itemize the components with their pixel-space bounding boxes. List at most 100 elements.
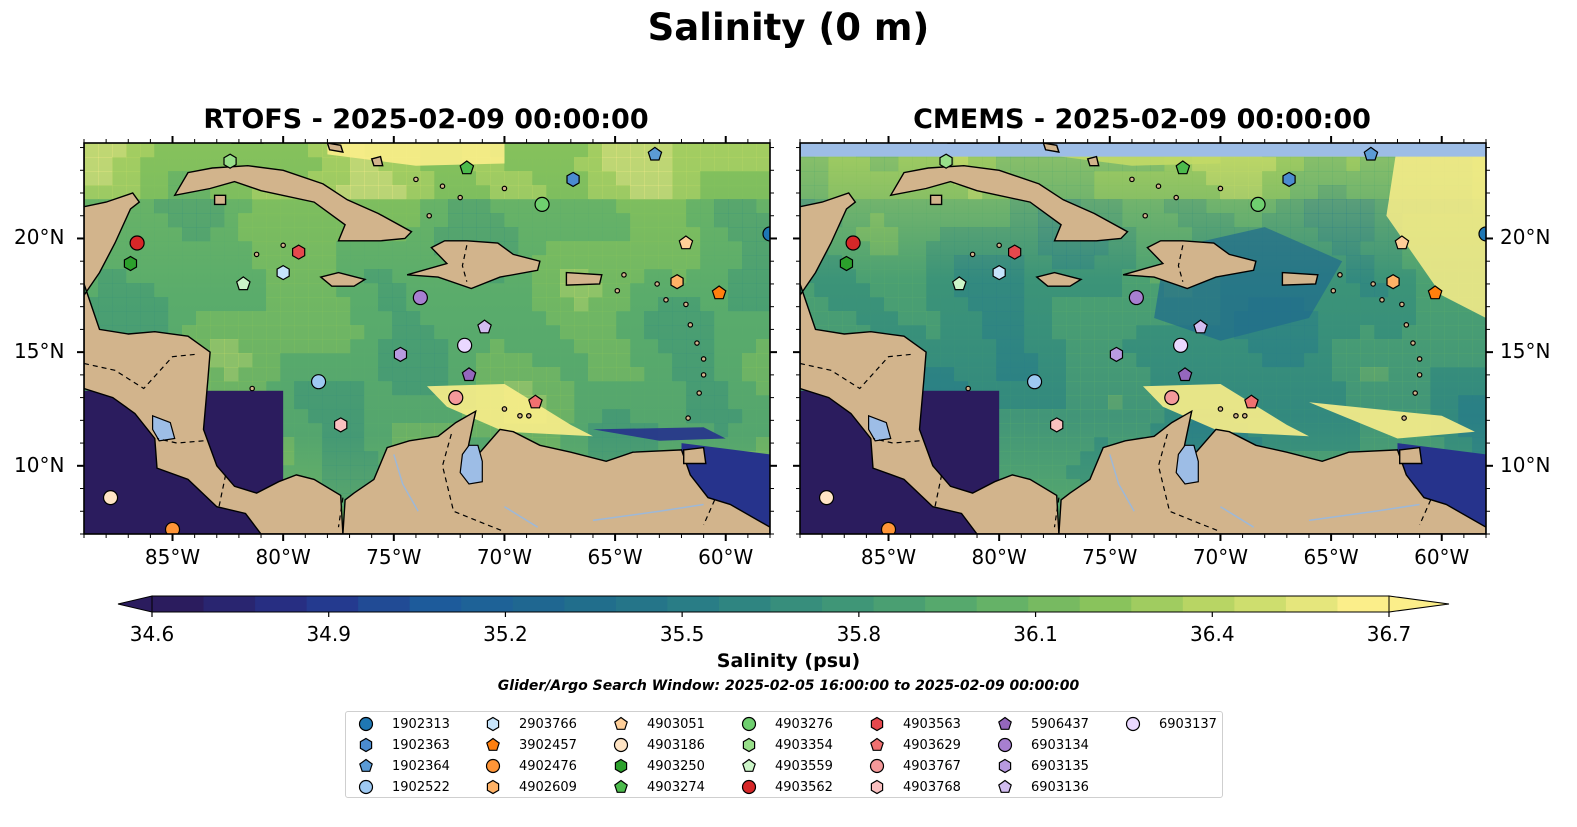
lon-label-right: 65°W	[1303, 545, 1359, 569]
landmass-southAmerica	[1058, 409, 1486, 534]
map-frame	[799, 142, 1487, 535]
legend-item: 4903051	[611, 714, 705, 734]
float-marker-4903563	[292, 244, 306, 260]
float-marker-3902457	[1427, 285, 1443, 300]
legend-item: 6903137	[1123, 714, 1217, 734]
island	[621, 272, 627, 278]
float-marker-6903136	[477, 319, 492, 334]
border	[156, 437, 204, 444]
float-marker-4903562	[129, 235, 145, 251]
legend-label: 1902522	[392, 779, 450, 795]
colorbar-segment	[873, 596, 926, 612]
float-marker-1902522	[310, 374, 327, 390]
float-markers	[818, 146, 1486, 534]
legend-marker-circle-icon	[358, 716, 374, 732]
legend-marker-circle-icon	[741, 716, 757, 732]
border	[337, 497, 344, 528]
island	[517, 412, 523, 419]
island	[685, 415, 691, 421]
colorbar-segment	[306, 596, 359, 612]
legend-marker	[869, 758, 885, 774]
legend: 1902313 1902363 1902364 1902522 2903766 39024…	[345, 711, 1223, 798]
float-marker-4903629	[528, 394, 543, 409]
float-marker-4903250	[123, 255, 138, 272]
colorbar-tick-label: 35.2	[483, 622, 528, 646]
float-marker-1902522	[1026, 374, 1043, 390]
lon-label-right: 75°W	[1082, 545, 1138, 569]
legend-marker-hexagon-icon	[486, 779, 500, 795]
colorbar-segment	[255, 596, 308, 612]
landmass-bahamas2	[370, 155, 384, 167]
legend-marker-circle-icon	[741, 779, 757, 795]
legend-label: 2903766	[519, 716, 577, 732]
colorbar-segment	[770, 596, 823, 612]
island	[683, 301, 689, 308]
lake-maracaibo	[1175, 444, 1199, 485]
lat-label-right: 10°N	[1500, 452, 1551, 477]
island	[663, 297, 669, 303]
legend-marker	[358, 716, 374, 732]
legend-marker	[358, 779, 374, 795]
island	[969, 251, 976, 258]
colorbar-segment	[718, 596, 772, 612]
landmass-puertoRico	[565, 271, 603, 286]
landmass-southAmerica	[342, 409, 770, 534]
legend-item: 1902364	[356, 756, 450, 776]
colorbar-segment	[152, 596, 205, 612]
island	[700, 356, 707, 362]
float-marker-5906437	[461, 367, 477, 382]
legend-marker	[1125, 716, 1141, 732]
legend-marker	[614, 716, 628, 730]
island	[965, 385, 971, 392]
legend-marker-pentagon-icon	[998, 716, 1012, 730]
border	[1157, 433, 1221, 533]
legend-item: 6903135	[995, 756, 1089, 776]
colorbar-segment	[461, 596, 514, 612]
island	[1142, 212, 1149, 219]
legend-marker	[486, 716, 500, 732]
colorbar-segment	[615, 596, 669, 612]
river	[504, 506, 539, 528]
lon-label-left: 75°W	[366, 545, 422, 569]
legend-marker-pentagon-icon	[359, 758, 373, 772]
landmass-isle	[213, 194, 227, 206]
border	[461, 245, 468, 282]
landmass-puertoRico	[1281, 271, 1319, 286]
colorbar-segment	[1285, 596, 1339, 612]
river	[393, 454, 419, 512]
legend-marker	[998, 716, 1012, 730]
float-marker-3902457	[711, 285, 727, 300]
landmass-centralAmerica	[800, 143, 1060, 534]
legend-item: 6903134	[995, 735, 1089, 755]
legend-marker-circle-icon	[997, 737, 1013, 753]
colorbar-segment	[203, 596, 256, 612]
colorbar-segment	[925, 596, 978, 612]
float-marker-6903137	[1173, 337, 1189, 353]
figure-title: Salinity (0 m)	[647, 6, 930, 49]
legend-item: 4903629	[867, 735, 961, 755]
landmass-centralAmerica	[84, 143, 344, 534]
island	[1370, 281, 1376, 287]
legend-marker	[998, 758, 1012, 774]
legend-item: 4903562	[739, 777, 833, 797]
float-marker-4903767	[448, 390, 464, 406]
island	[700, 372, 707, 378]
float-marker-1902363	[566, 171, 580, 188]
float-marker-4903768	[1049, 417, 1064, 433]
legend-marker	[870, 779, 884, 795]
border	[703, 499, 716, 526]
legend-item: 4903250	[611, 756, 705, 776]
colorbar-segment	[822, 596, 875, 612]
float-marker-1902364	[647, 146, 663, 161]
float-marker-4903354	[939, 153, 953, 169]
colorbar-segment	[512, 596, 565, 612]
island	[687, 322, 694, 328]
float-marker-2903766	[992, 264, 1006, 281]
legend-marker	[742, 737, 756, 753]
float-marker-4903274	[459, 160, 475, 175]
legend-marker-pentagon-icon	[870, 737, 884, 751]
landmass-hispaniola	[406, 240, 541, 290]
colorbar-tick-label: 35.8	[836, 622, 882, 646]
legend-marker	[741, 716, 757, 732]
island	[525, 412, 532, 419]
